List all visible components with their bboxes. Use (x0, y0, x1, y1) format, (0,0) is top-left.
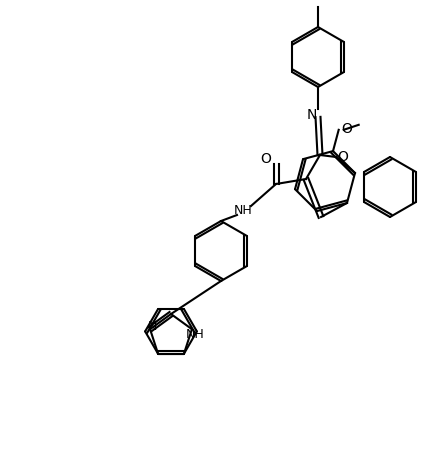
Text: O: O (337, 150, 349, 164)
Text: N: N (147, 320, 157, 333)
Text: O: O (261, 152, 271, 166)
Text: NH: NH (234, 203, 252, 216)
Text: NH: NH (186, 328, 204, 341)
Text: O: O (341, 122, 352, 136)
Text: N: N (307, 108, 317, 122)
